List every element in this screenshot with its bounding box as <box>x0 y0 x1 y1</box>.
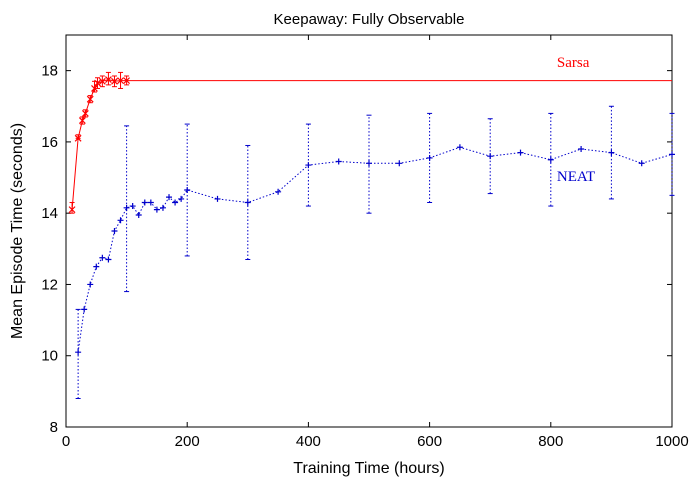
sarsa-marker <box>68 206 76 214</box>
neat-marker <box>638 160 645 167</box>
neat-marker <box>111 228 118 234</box>
sarsa-label: Sarsa <box>557 55 590 71</box>
neat-marker <box>184 187 191 194</box>
neat-marker <box>75 349 82 356</box>
neat-marker <box>172 199 179 206</box>
sarsa-marker <box>111 77 118 85</box>
sarsa-marker <box>94 79 101 87</box>
neat-marker <box>123 204 130 211</box>
x-axis: 0 200 400 600 800 1000 <box>62 35 689 450</box>
y-axis: 8 10 12 14 16 18 <box>41 63 672 436</box>
neat-marker <box>153 206 160 213</box>
sarsa-marker <box>86 95 94 103</box>
neat-marker <box>93 263 100 270</box>
sarsa-marker <box>78 117 86 124</box>
y-tick-label: 14 <box>41 205 58 222</box>
neat-marker <box>547 156 554 163</box>
sarsa-marker <box>123 77 131 85</box>
sarsa-marker <box>104 76 112 83</box>
neat-line <box>77 146 673 353</box>
sarsa-marker <box>74 134 82 142</box>
neat-marker <box>147 199 154 206</box>
neat-marker <box>244 199 251 206</box>
x-tick-label: 200 <box>175 433 200 450</box>
sarsa-marker <box>98 77 106 85</box>
x-tick-label: 600 <box>417 433 442 450</box>
neat-marker <box>335 158 342 165</box>
series-layer: Sarsa NEAT <box>68 55 675 399</box>
neat-marker <box>366 160 372 167</box>
y-tick-label: 18 <box>41 63 58 80</box>
series-neat: NEAT <box>75 105 675 399</box>
x-axis-title: Training Time (hours) <box>293 460 444 477</box>
neat-marker <box>105 256 112 263</box>
neat-marker <box>517 149 524 156</box>
neat-marker <box>608 149 615 156</box>
neat-marker <box>275 188 282 195</box>
neat-marker <box>159 204 166 211</box>
neat-marker <box>117 217 124 224</box>
neat-marker <box>81 306 88 313</box>
sarsa-marker <box>91 85 98 92</box>
sarsa-marker <box>117 77 124 85</box>
plot-area <box>65 34 673 428</box>
neat-marker <box>129 203 136 210</box>
x-tick-label: 800 <box>538 433 563 450</box>
neat-marker <box>178 195 185 202</box>
neat-marker <box>214 195 221 202</box>
neat-marker <box>166 194 173 201</box>
sarsa-line <box>71 78 672 210</box>
neat-marker <box>669 151 675 158</box>
neat-marker <box>456 144 463 151</box>
chart-title: Keepaway: Fully Observable <box>274 11 465 28</box>
neat-marker <box>487 153 494 160</box>
x-tick-label: 1000 <box>655 433 688 450</box>
neat-label: NEAT <box>557 169 595 185</box>
x-tick-label: 0 <box>62 433 70 450</box>
neat-marker <box>305 162 312 169</box>
neat-marker <box>578 146 585 153</box>
sarsa-marker <box>81 109 89 117</box>
y-tick-label: 16 <box>41 134 58 151</box>
y-tick-label: 8 <box>50 419 58 436</box>
neat-marker <box>99 254 106 261</box>
y-tick-label: 10 <box>41 348 58 365</box>
neat-marker <box>426 154 433 161</box>
y-tick-label: 12 <box>41 276 58 293</box>
neat-marker <box>135 211 142 218</box>
neat-marker <box>396 160 403 167</box>
y-axis-title: Mean Episode Time (seconds) <box>9 123 26 339</box>
neat-marker <box>87 281 94 288</box>
neat-marker <box>141 199 148 206</box>
x-tick-label: 400 <box>296 433 321 450</box>
series-sarsa: Sarsa <box>68 55 672 214</box>
